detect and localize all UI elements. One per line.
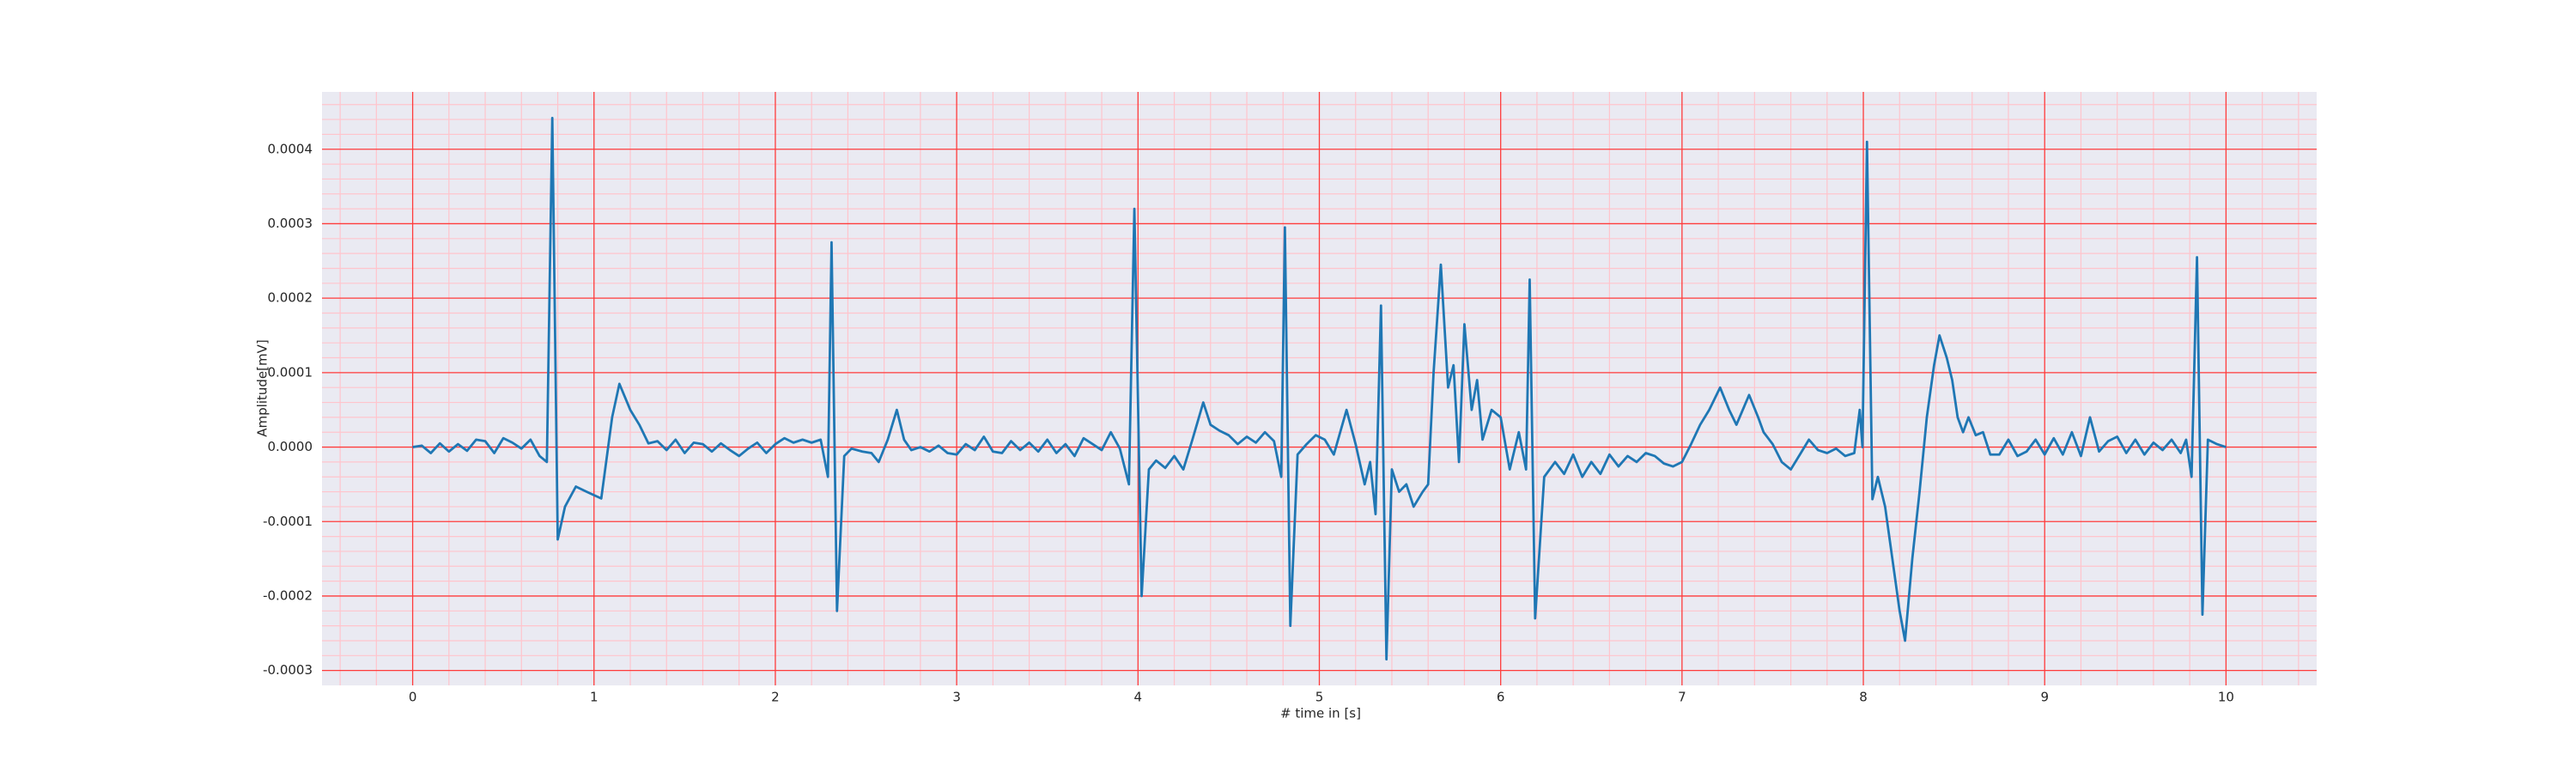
signal-line [412, 116, 2227, 661]
plot-area [322, 92, 2317, 685]
x-tick-label: 5 [1315, 690, 1324, 705]
x-tick-label: 4 [1134, 690, 1143, 705]
x-tick-label: 0 [409, 690, 417, 705]
x-tick-label: 10 [2218, 690, 2234, 705]
x-axis-label: # time in [s] [1280, 706, 1361, 721]
y-tick-label: -0.0001 [263, 514, 313, 529]
x-tick-label: 2 [771, 690, 780, 705]
y-axis-label: Amplitude[mV] [255, 339, 270, 436]
y-tick-label: -0.0002 [263, 587, 313, 603]
y-tick-label: 0.0003 [268, 216, 313, 231]
y-tick-label: 0.0000 [268, 439, 313, 454]
y-tick-label: 0.0004 [268, 141, 313, 156]
x-tick-label: 7 [1678, 690, 1686, 705]
x-tick-label: 1 [590, 690, 598, 705]
y-tick-label: 0.0001 [268, 364, 313, 380]
x-tick-label: 3 [952, 690, 961, 705]
y-tick-label: -0.0003 [263, 662, 313, 678]
y-tick-label: 0.0002 [268, 290, 313, 306]
x-tick-label: 8 [1859, 690, 1868, 705]
x-tick-label: 6 [1497, 690, 1505, 705]
x-tick-label: 9 [2040, 690, 2049, 705]
